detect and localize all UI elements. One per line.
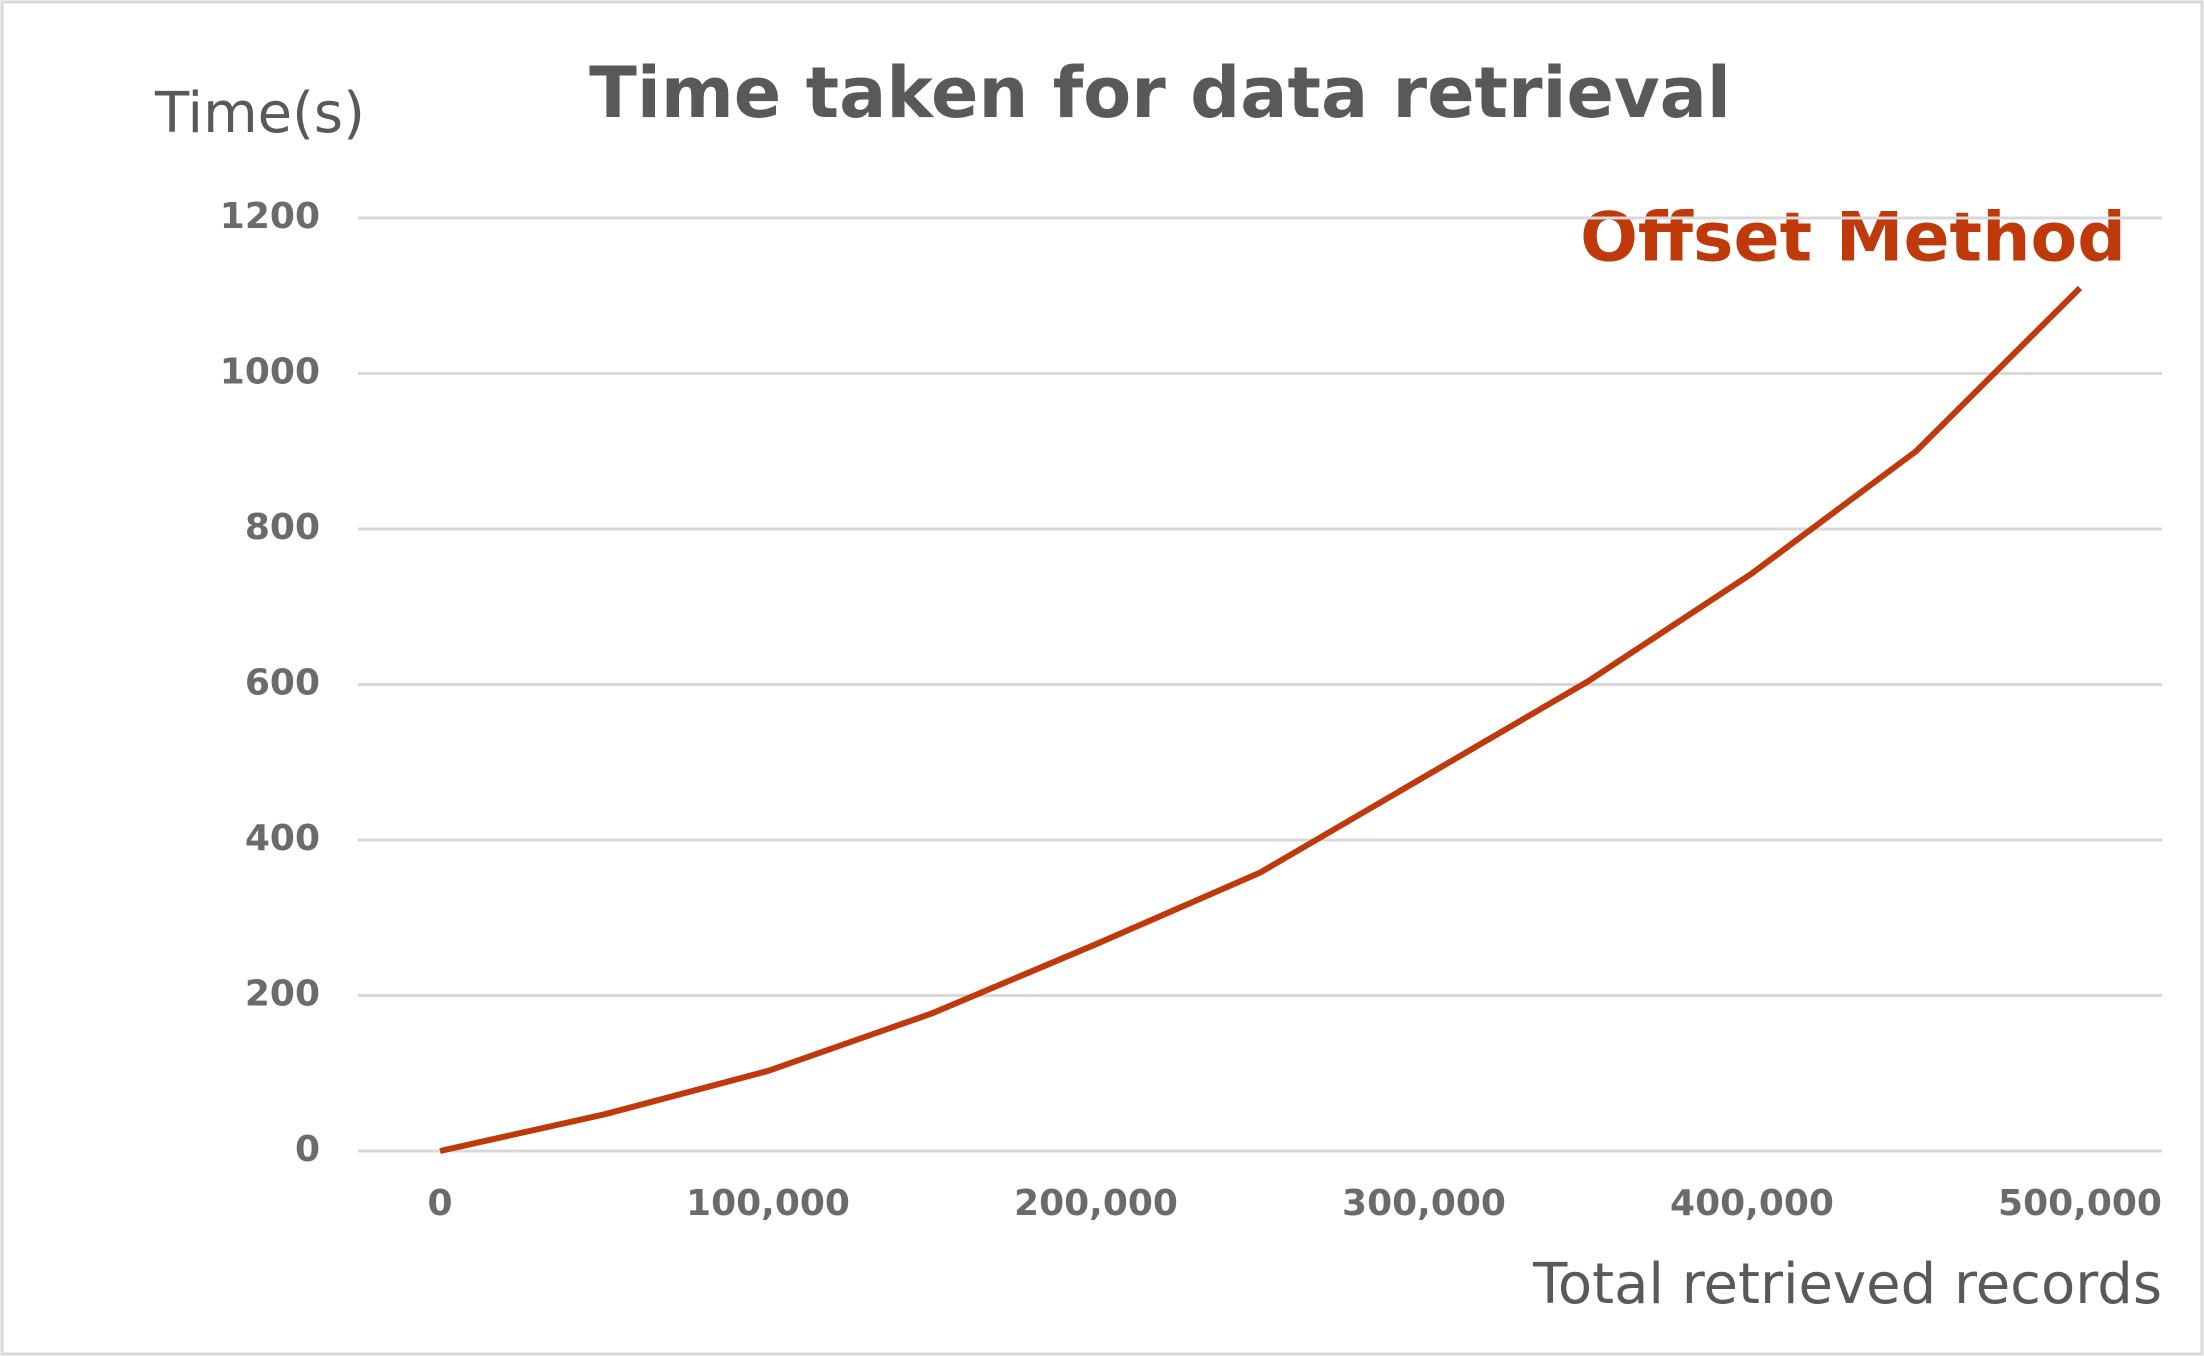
x-tick-label: 0 [427,1183,452,1224]
y-tick-label: 1000 [220,352,320,393]
x-tick-label: 200,000 [1014,1183,1178,1224]
x-axis-label: Total retrieved records [1532,1252,2162,1317]
x-tick-label: 300,000 [1342,1183,1506,1224]
y-tick-label: 1200 [220,196,320,237]
y-tick-label: 600 [245,663,320,704]
data-line [439,285,2083,1154]
chart-title: Time taken for data retrieval [589,52,1731,134]
x-tick-label: 500,000 [1998,1183,2162,1224]
x-tick-label: 400,000 [1670,1183,1834,1224]
y-tick-label: 200 [245,974,320,1015]
y-tick-label: 800 [245,507,320,548]
x-tick-label: 100,000 [686,1183,850,1224]
y-tick-label: 400 [245,818,320,859]
y-axis-label: Time(s) [154,81,365,146]
series-label: Offset Method [1580,199,2126,278]
y-tick-label: 0 [295,1129,320,1170]
